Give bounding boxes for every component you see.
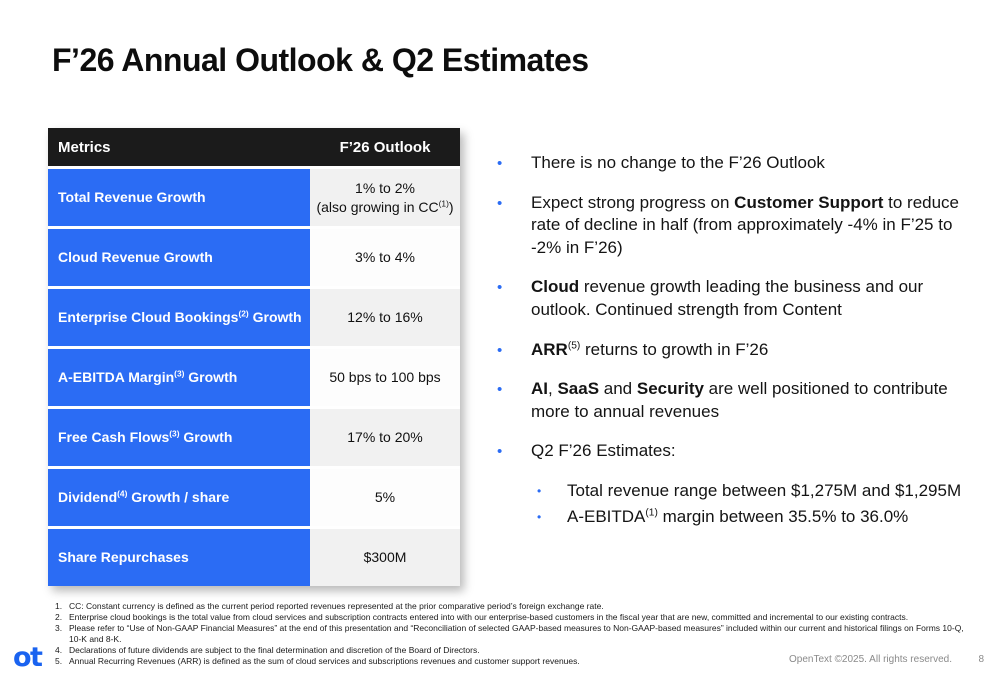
- table-row: Total Revenue Growth 1% to 2% (also growin…: [48, 169, 460, 226]
- bullet-item: • ARR(5) returns to growth in F’26: [497, 339, 973, 362]
- value-cell: 12% to 16%: [310, 289, 460, 346]
- footnote-text: CC: Constant currency is defined as the …: [69, 601, 604, 611]
- outlook-table-body: Total Revenue Growth 1% to 2% (also growin…: [48, 169, 460, 586]
- bullet-icon: •: [537, 509, 542, 524]
- footnote-text: Enterprise cloud bookings is the total v…: [69, 612, 909, 622]
- bullet-icon: •: [497, 443, 503, 461]
- bullet-item: • Q2 F’26 Estimates:: [497, 440, 973, 463]
- table-row: Free Cash Flows(3) Growth 17% to 20%: [48, 409, 460, 466]
- bullet-item: • AI, SaaS and Security are well position…: [497, 378, 973, 423]
- footnote-item: 4. Declarations of future dividends are s…: [55, 645, 970, 656]
- table-row: Share Repurchases $300M: [48, 529, 460, 586]
- metrics-column-header: Metrics: [58, 138, 111, 156]
- bullet-text: There is no change to the F’26 Outlook: [531, 153, 825, 172]
- metric-cell: Total Revenue Growth: [48, 169, 310, 226]
- footnote-text: Annual Recurring Revenues (ARR) is defin…: [69, 656, 580, 666]
- page-number: 8: [978, 654, 984, 665]
- metric-cell: Free Cash Flows(3) Growth: [48, 409, 310, 466]
- footnote-item: 1. CC: Constant currency is defined as th…: [55, 601, 970, 612]
- bullet-item: • Expect strong progress on Customer Supp…: [497, 192, 973, 260]
- footnote-number: 4.: [55, 645, 63, 655]
- value-cell: 5%: [310, 469, 460, 526]
- bullet-text: AI, SaaS and Security are well positione…: [531, 379, 948, 421]
- outlook-table: Metrics F’26 Outlook Total Revenue Growt…: [48, 128, 460, 586]
- value-cell: $300M: [310, 529, 460, 586]
- copyright-text: OpenText ©2025. All rights reserved.: [788, 654, 952, 665]
- value-cell: 50 bps to 100 bps: [310, 349, 460, 406]
- footnote-item: 5. Annual Recurring Revenues (ARR) is def…: [55, 656, 970, 667]
- metric-cell: Share Repurchases: [48, 529, 310, 586]
- bullet-text: Expect strong progress on Customer Suppo…: [531, 192, 960, 257]
- footnote-number: 3.: [55, 623, 63, 633]
- bullet-text: Cloud revenue growth leading the busines…: [531, 277, 924, 320]
- footnote-number: 1.: [55, 601, 63, 611]
- table-row: Cloud Revenue Growth 3% to 4%: [48, 229, 460, 286]
- value-cell: 17% to 20%: [310, 409, 460, 466]
- bullet-text: Total revenue range between $1,275M and …: [567, 481, 962, 501]
- footnote-number: 5.: [55, 656, 63, 666]
- bullet-list: • There is no change to the F’26 Outlook •…: [497, 152, 973, 531]
- metric-cell: Cloud Revenue Growth: [48, 229, 310, 286]
- footnote-item: 3. Please refer to “Use of Non-GAAP Finan…: [55, 623, 970, 645]
- metric-cell: A-EBITDA Margin(3) Growth: [48, 349, 310, 406]
- bullet-text: A-EBITDA(1) margin between 35.5% to 36.0…: [567, 506, 909, 526]
- table-row: Enterprise Cloud Bookings(2) Growth 12% t…: [48, 289, 460, 346]
- footnote-text: Please refer to “Use of Non-GAAP Financi…: [69, 623, 964, 644]
- bullet-text: Q2 F’26 Estimates:: [531, 441, 676, 461]
- bullet-item: • Cloud revenue growth leading the busine…: [497, 276, 973, 321]
- table-header-row: Metrics F’26 Outlook: [48, 128, 460, 166]
- bullet-icon: •: [497, 194, 503, 212]
- opentext-logo: ot: [13, 642, 43, 673]
- bullet-icon: •: [537, 484, 542, 499]
- table-row: A-EBITDA Margin(3) Growth 50 bps to 100 b…: [48, 349, 460, 406]
- value-cell: 1% to 2% (also growing in CC(1)): [310, 169, 460, 226]
- sub-bullet-item: • A-EBITDA(1) margin between 35.5% to 36.…: [497, 506, 973, 529]
- metric-cell: Dividend(4) Growth / share: [48, 469, 310, 526]
- footnote-item: 2. Enterprise cloud bookings is the total…: [55, 612, 970, 623]
- footnote-text: Declarations of future dividends are sub…: [69, 645, 480, 655]
- bullet-icon: •: [497, 155, 503, 172]
- value-cell: 3% to 4%: [310, 229, 460, 286]
- footnotes: 1. CC: Constant currency is defined as th…: [55, 601, 970, 667]
- bullet-icon: •: [497, 381, 503, 399]
- sub-bullet-item: • Total revenue range between $1,275M and…: [497, 480, 973, 503]
- bullet-icon: •: [497, 279, 503, 297]
- bullet-icon: •: [497, 341, 503, 359]
- metric-cell: Enterprise Cloud Bookings(2) Growth: [48, 289, 310, 346]
- page-title: F’26 Annual Outlook & Q2 Estimates: [52, 42, 589, 78]
- outlook-column-header: F’26 Outlook: [339, 138, 431, 156]
- bullet-text: ARR(5) returns to growth in F’26: [531, 339, 769, 359]
- bullet-item: • There is no change to the F’26 Outlook: [497, 152, 973, 175]
- table-row: Dividend(4) Growth / share 5%: [48, 469, 460, 526]
- footnote-number: 2.: [55, 612, 63, 622]
